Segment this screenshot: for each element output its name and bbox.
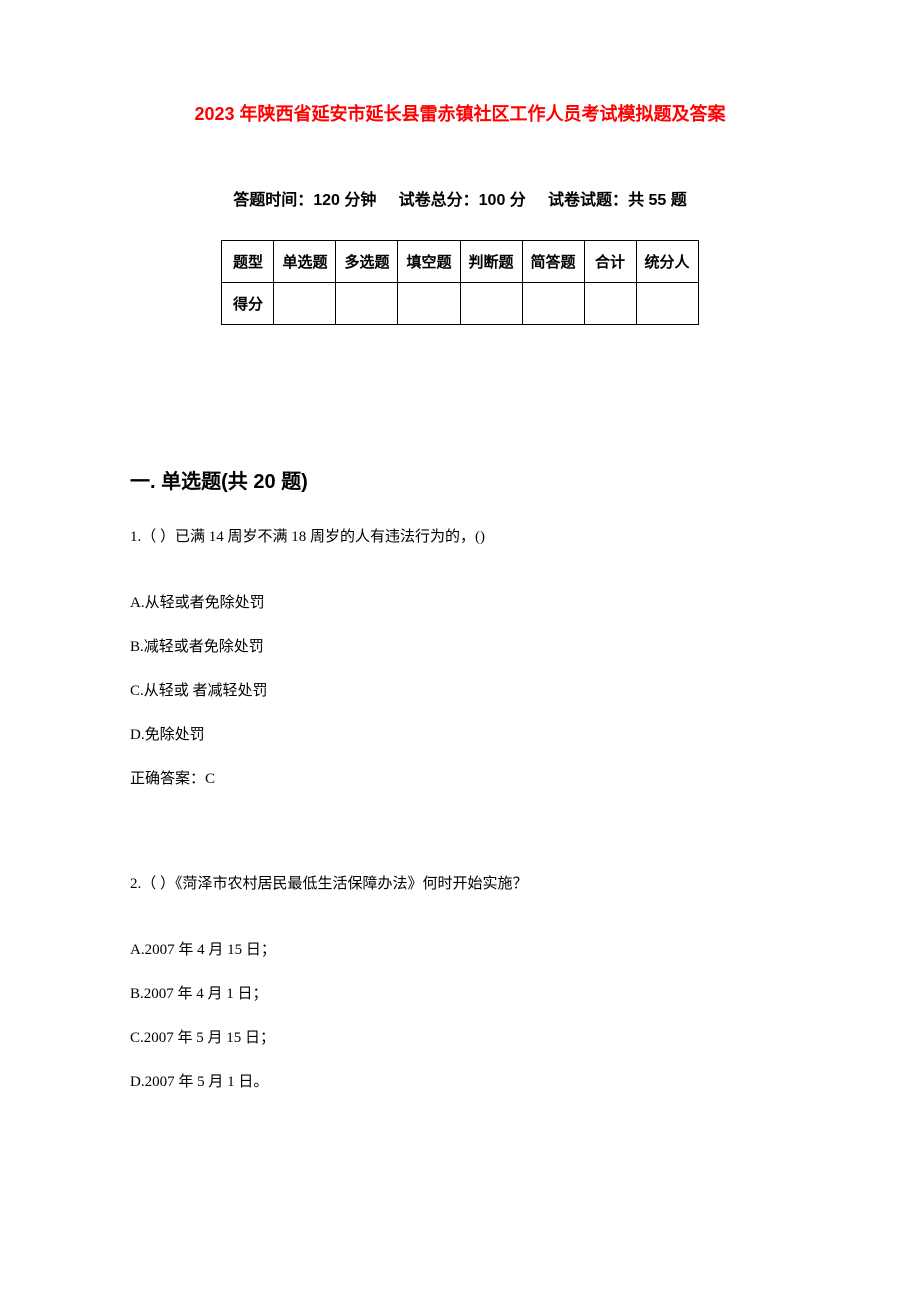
total-value: 100 分 — [479, 192, 526, 209]
table-score-row: 得分 — [222, 283, 698, 325]
option-d: D.2007 年 5 月 1 日。 — [130, 1070, 790, 1094]
count-value: 共 55 题 — [628, 192, 687, 209]
time-label: 答题时间： — [233, 192, 313, 209]
table-header-row: 题型 单选题 多选题 填空题 判断题 简答题 合计 统分人 — [222, 241, 698, 283]
table-cell — [274, 283, 336, 325]
option-b: B.减轻或者免除处罚 — [130, 635, 790, 659]
section-heading: 一. 单选题(共 20 题) — [130, 465, 790, 494]
table-header: 填空题 — [398, 241, 460, 283]
score-table: 题型 单选题 多选题 填空题 判断题 简答题 合计 统分人 得分 — [221, 240, 698, 325]
table-header: 简答题 — [522, 241, 584, 283]
option-d: D.免除处罚 — [130, 723, 790, 747]
table-header: 题型 — [222, 241, 274, 283]
correct-answer: 正确答案：C — [130, 767, 790, 791]
exam-info: 答题时间：120 分钟 试卷总分：100 分 试卷试题：共 55 题 — [130, 186, 790, 210]
table-cell — [460, 283, 522, 325]
option-a: A.2007 年 4 月 15 日； — [130, 938, 790, 962]
table-cell — [636, 283, 698, 325]
question-text: 1.（ ）已满 14 周岁不满 18 周岁的人有违法行为的，() — [130, 524, 790, 551]
table-header: 合计 — [584, 241, 636, 283]
table-cell — [336, 283, 398, 325]
table-header: 统分人 — [636, 241, 698, 283]
table-cell — [398, 283, 460, 325]
time-value: 120 分钟 — [313, 192, 376, 209]
option-b: B.2007 年 4 月 1 日； — [130, 982, 790, 1006]
table-cell — [584, 283, 636, 325]
exam-title: 2023 年陕西省延安市延长县雷赤镇社区工作人员考试模拟题及答案 — [130, 100, 790, 126]
question-text: 2.（ ）《菏泽市农村居民最低生活保障办法》何时开始实施？ — [130, 871, 790, 898]
total-label: 试卷总分： — [399, 192, 479, 209]
option-a: A.从轻或者免除处罚 — [130, 591, 790, 615]
table-header: 判断题 — [460, 241, 522, 283]
option-c: C.从轻或 者减轻处罚 — [130, 679, 790, 703]
count-label: 试卷试题： — [548, 192, 628, 209]
table-cell — [522, 283, 584, 325]
table-header: 多选题 — [336, 241, 398, 283]
table-row-label: 得分 — [222, 283, 274, 325]
option-c: C.2007 年 5 月 15 日； — [130, 1026, 790, 1050]
table-header: 单选题 — [274, 241, 336, 283]
